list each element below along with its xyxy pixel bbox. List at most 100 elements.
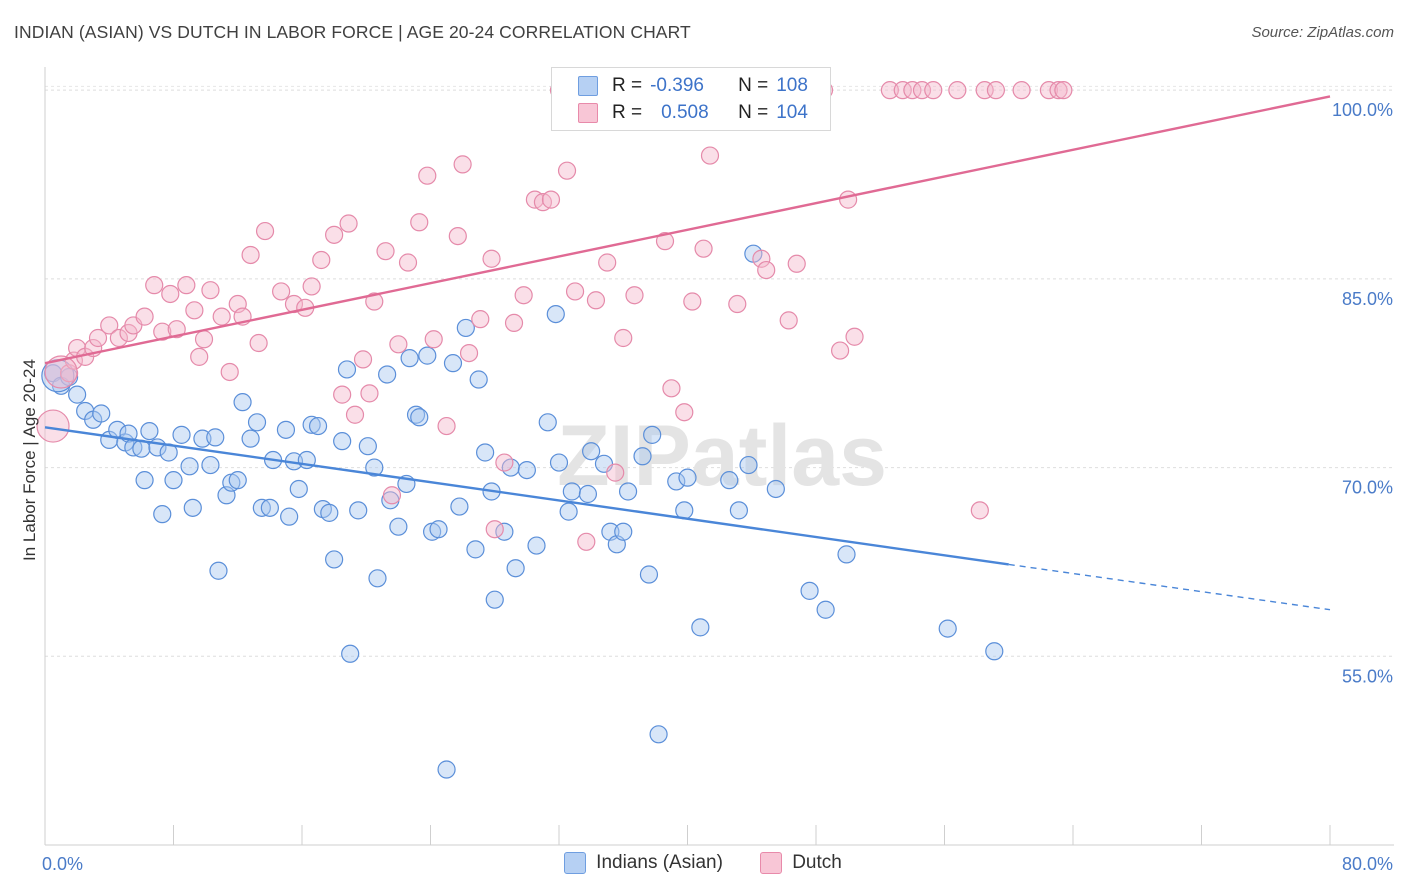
point-indians [289, 479, 308, 499]
point-indians [578, 484, 598, 504]
point-indians [333, 432, 352, 451]
point-indians [437, 760, 456, 779]
point-indians [260, 498, 279, 517]
point-indians [410, 408, 429, 427]
point-dutch [675, 403, 694, 422]
point-dutch [1039, 81, 1059, 100]
point-indians [172, 425, 191, 444]
point-dutch [948, 81, 967, 100]
point-dutch [655, 232, 675, 251]
point-dutch [614, 328, 633, 348]
point-dutch [345, 405, 365, 424]
point-dutch [353, 350, 373, 369]
point-indians [164, 471, 183, 490]
point-dutch [302, 277, 321, 296]
legend-r-value: -0.396 [650, 75, 704, 96]
legend-series: Indians (Asian) Dutch [0, 852, 1406, 880]
point-dutch [339, 214, 358, 233]
source-label: Source: ZipAtlas.com [1251, 24, 1394, 41]
point-dutch [839, 190, 858, 209]
point-indians [193, 429, 212, 448]
axes [44, 67, 1394, 846]
y-axis-label: In Labor Force | Age 20-24 [20, 359, 39, 561]
y-tick-label: 55.0% [1342, 666, 1393, 686]
point-dutch [360, 384, 379, 403]
x-tick-label: 80.0% [1342, 854, 1393, 874]
point-indians [800, 581, 819, 600]
point-indians [400, 349, 419, 368]
point-dutch [606, 463, 625, 482]
trend-line-indians [44, 426, 1009, 566]
watermark: ZIPatlas [557, 408, 887, 504]
trend-line-dutch [44, 95, 1331, 365]
point-indians [406, 405, 426, 424]
point-indians [527, 536, 546, 555]
legend-swatch-indians [578, 76, 598, 96]
y-tick-label: 70.0% [1342, 478, 1393, 498]
point-indians [639, 565, 659, 584]
point-dutch [700, 146, 720, 165]
point-indians [766, 479, 785, 499]
point-indians [378, 365, 397, 384]
point-indians [429, 520, 448, 539]
point-dutch [485, 520, 504, 539]
legend-label-indians: Indians (Asian) [596, 852, 723, 873]
point-indians [276, 420, 296, 439]
point-indians [302, 415, 321, 434]
point-dutch [482, 249, 501, 268]
point-indians [201, 455, 220, 475]
point-indians [729, 501, 749, 520]
point-dutch [167, 320, 186, 339]
point-indians [325, 550, 344, 569]
legend-item-indians: Indians (Asian) [564, 852, 723, 874]
point-indians [643, 425, 662, 444]
point-indians [241, 429, 260, 448]
point-indians [247, 413, 267, 432]
point-indians [562, 482, 581, 501]
legend-n-value: 108 [776, 75, 808, 96]
point-dutch [410, 213, 429, 232]
point-dutch [471, 310, 490, 329]
point-dutch [880, 81, 899, 100]
point-dutch [194, 330, 214, 349]
point-dutch [272, 282, 291, 301]
point-indians [68, 385, 87, 404]
point-dutch [459, 343, 479, 363]
point-dutch [424, 330, 443, 349]
point-indians [546, 304, 565, 324]
legend-r-label: R = [612, 75, 643, 96]
point-indians [559, 502, 578, 521]
point-indians [649, 725, 668, 744]
point-dutch [787, 254, 806, 273]
point-indians [466, 540, 485, 559]
point-indians [180, 457, 199, 476]
point-dutch [44, 355, 78, 389]
point-indians [456, 318, 475, 338]
point-dutch [557, 161, 577, 180]
point-dutch [893, 81, 912, 100]
chart-title: INDIAN (ASIAN) VS DUTCH IN LABOR FORCE |… [14, 22, 691, 42]
point-dutch [598, 253, 617, 272]
point-indians [349, 501, 368, 520]
point-dutch [694, 239, 713, 258]
point-indians [985, 642, 1004, 661]
point-dutch [845, 327, 864, 346]
point-dutch [418, 166, 437, 185]
point-dutch [376, 242, 395, 261]
point-dutch [135, 307, 154, 326]
point-indians [206, 428, 225, 447]
point-dutch [924, 81, 943, 100]
legend-n-label: N = [738, 75, 769, 96]
point-indians [469, 370, 488, 389]
point-dutch [448, 226, 467, 246]
legend-item-dutch: Dutch [760, 852, 842, 874]
point-indians [517, 460, 536, 480]
point-dutch [586, 291, 606, 310]
point-indians [538, 413, 557, 432]
point-indians [582, 442, 601, 461]
point-dutch [312, 250, 331, 270]
legend-row-indians: R = -0.396 N = 108 [578, 75, 808, 97]
point-indians [140, 421, 159, 441]
legend-r-label: R = [612, 102, 643, 123]
point-indians [549, 453, 569, 472]
